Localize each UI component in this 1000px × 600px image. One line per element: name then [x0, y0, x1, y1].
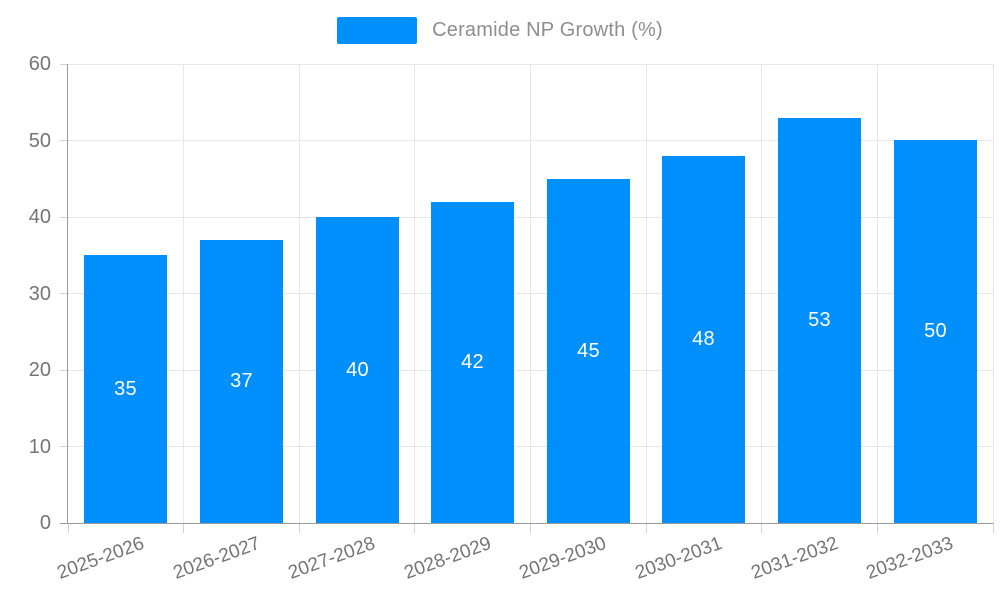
y-tick-label: 40 — [28, 206, 51, 228]
bar: 48 — [662, 156, 745, 523]
x-tick-label: 2026-2027 — [170, 533, 263, 584]
x-axis-tick — [530, 523, 531, 533]
bar-value-label: 48 — [692, 328, 715, 350]
bar: 45 — [547, 179, 630, 523]
x-tick-label: 2025-2026 — [54, 533, 147, 584]
bar: 50 — [894, 140, 977, 523]
bar: 35 — [84, 255, 167, 523]
y-axis-tick — [60, 63, 68, 65]
y-tick-label: 0 — [39, 512, 51, 534]
y-tick-label: 30 — [28, 282, 51, 305]
v-gridline — [876, 64, 878, 523]
bar: 37 — [200, 240, 283, 523]
y-axis-tick — [60, 446, 68, 447]
y-tick-label: 10 — [28, 435, 51, 458]
v-gridline — [761, 64, 763, 523]
x-tick-label: 2032-2033 — [863, 533, 957, 584]
bar-value-label: 45 — [577, 339, 600, 362]
legend-swatch — [337, 17, 418, 44]
v-gridline — [645, 64, 647, 523]
legend[interactable]: Ceramide NP Growth (%) — [0, 17, 1000, 44]
bar-value-label: 35 — [114, 377, 137, 400]
y-axis-tick — [60, 140, 68, 141]
bar: 53 — [778, 118, 861, 523]
bar-value-label: 37 — [230, 370, 253, 392]
x-axis-tick — [992, 523, 994, 533]
x-axis-tick — [67, 523, 69, 533]
x-tick-label: 2031-2032 — [748, 533, 841, 584]
v-gridline — [414, 64, 416, 523]
x-axis-tick — [761, 523, 763, 533]
x-axis-tick — [876, 523, 878, 533]
v-gridline — [530, 64, 531, 523]
x-tick-label: 2029-2030 — [516, 533, 610, 584]
x-axis-tick — [645, 523, 647, 533]
y-tick-label: 20 — [28, 359, 51, 381]
v-gridline — [298, 64, 300, 523]
x-tick-label: 2027-2028 — [285, 533, 379, 584]
bar: 40 — [316, 217, 399, 523]
x-axis-tick — [414, 523, 416, 533]
y-axis-line — [67, 64, 68, 524]
y-axis-tick — [60, 369, 68, 371]
x-tick-label: 2028-2029 — [401, 533, 494, 584]
x-axis-tick — [183, 523, 185, 533]
bar-value-label: 53 — [808, 309, 831, 331]
y-axis-tick — [60, 216, 68, 218]
bar-value-label: 42 — [461, 351, 484, 373]
x-axis-line — [60, 523, 993, 524]
y-tick-label: 60 — [28, 53, 51, 75]
y-axis-tick — [60, 293, 68, 294]
v-gridline — [992, 64, 994, 523]
x-axis-tick — [298, 523, 300, 533]
y-tick-label: 50 — [28, 129, 51, 152]
bar-value-label: 50 — [924, 320, 947, 342]
bar: 42 — [431, 202, 514, 523]
legend-label: Ceramide NP Growth (%) — [432, 19, 663, 41]
bar-value-label: 40 — [346, 358, 369, 381]
x-tick-label: 2030-2031 — [632, 533, 726, 584]
v-gridline — [183, 64, 185, 523]
